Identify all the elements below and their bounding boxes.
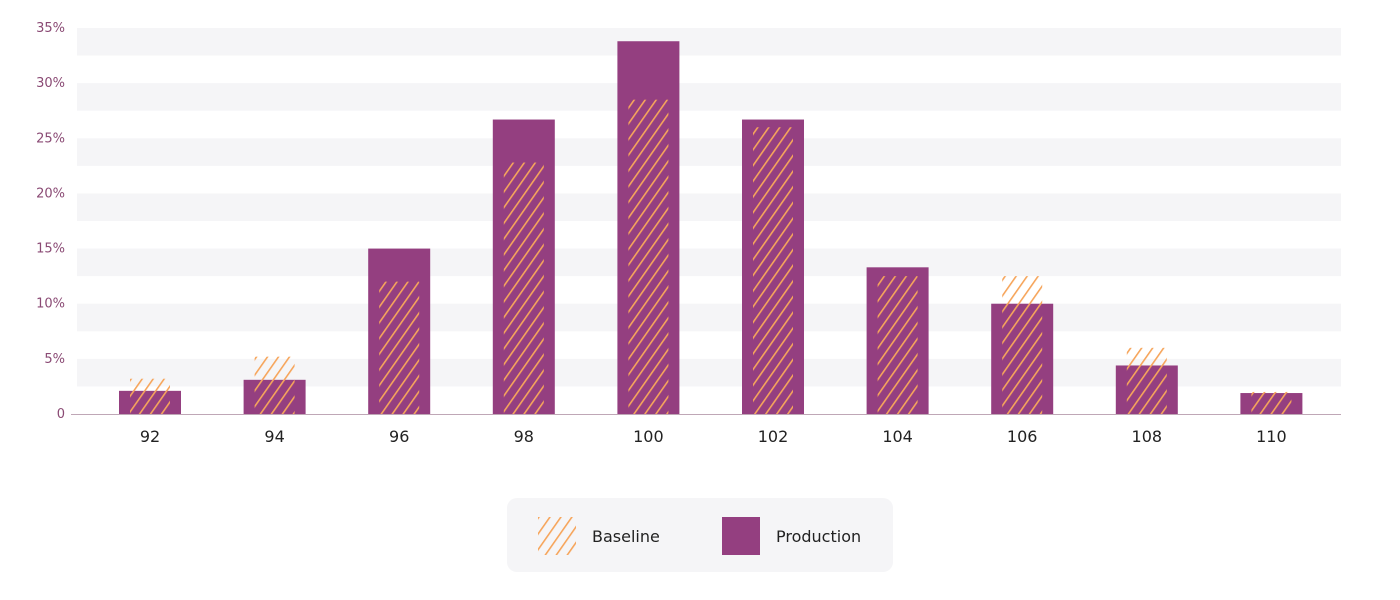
baseline-bar <box>379 281 420 414</box>
grid-band <box>77 193 1341 221</box>
x-tick-label: 98 <box>514 427 534 446</box>
baseline-bar <box>1251 391 1292 414</box>
legend-label-production: Production <box>776 526 862 546</box>
baseline-bar <box>877 276 918 414</box>
grid-band <box>77 248 1341 277</box>
x-tick-label: 94 <box>264 427 284 446</box>
y-tick-label: 30% <box>36 76 65 91</box>
x-tick-label: 96 <box>389 427 409 446</box>
y-tick-label: 25% <box>36 131 65 146</box>
legend-swatch-baseline <box>538 517 576 555</box>
y-tick-label: 35% <box>36 21 65 36</box>
y-tick-label: 20% <box>36 186 65 201</box>
grid-band <box>77 138 1341 166</box>
legend-item-production: Production <box>722 517 861 555</box>
y-tick-label: 5% <box>44 352 65 367</box>
baseline-bar <box>503 162 544 414</box>
legend: Baseline Production <box>507 498 893 572</box>
legend-item-baseline: Baseline <box>538 517 660 555</box>
y-tick-label: 0 <box>57 407 65 422</box>
x-tick-label: 110 <box>1256 427 1287 446</box>
legend-label-baseline: Baseline <box>592 526 660 546</box>
legend-swatch-production <box>722 517 760 555</box>
x-tick-label: 108 <box>1132 427 1163 446</box>
baseline-bar <box>753 127 793 414</box>
baseline-bar <box>130 378 170 414</box>
x-tick-label: 106 <box>1007 427 1038 446</box>
baseline-bar <box>1126 347 1167 414</box>
grid-band <box>77 28 1341 56</box>
bars <box>119 41 1303 415</box>
x-tick-label: 104 <box>882 427 913 446</box>
x-tick-label: 92 <box>140 427 160 446</box>
x-tick-label: 102 <box>758 427 789 446</box>
grid-band <box>77 303 1341 332</box>
baseline-bar <box>254 356 295 414</box>
x-tick-label: 100 <box>633 427 664 446</box>
y-tick-label: 10% <box>36 297 65 312</box>
baseline-bar <box>628 99 669 414</box>
baseline-bar <box>1002 276 1043 414</box>
y-tick-label: 15% <box>36 242 65 257</box>
grid-bands <box>77 28 1341 387</box>
grid-band <box>77 83 1341 111</box>
y-axis: 0 5% 10% 15% 20% 25% 30% 35% <box>36 21 65 422</box>
x-axis: 92 94 96 98 100 102 104 106 108 110 <box>140 427 1287 446</box>
